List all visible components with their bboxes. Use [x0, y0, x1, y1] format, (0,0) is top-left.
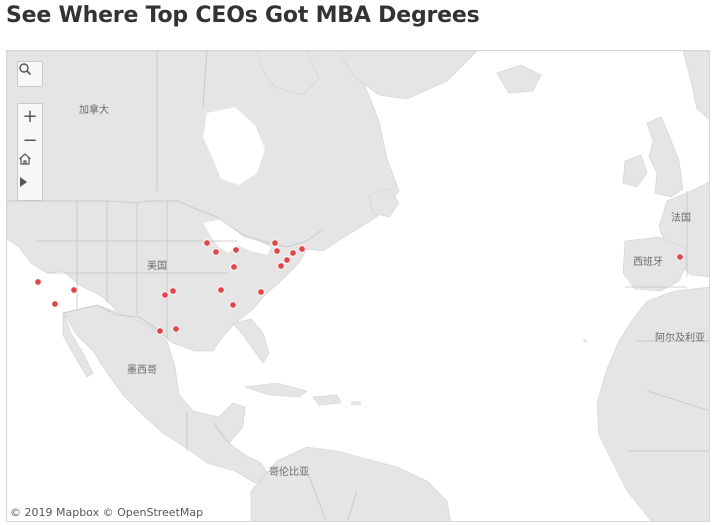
map-zoom-controls: + −: [17, 103, 43, 201]
label-mexico: 墨西哥: [127, 364, 157, 376]
location-marker[interactable]: [257, 288, 265, 296]
location-marker[interactable]: [298, 245, 306, 253]
baja-california: [62, 312, 94, 378]
location-marker[interactable]: [273, 247, 281, 255]
africa-landmass: [596, 286, 709, 521]
iberian-peninsula: [622, 236, 688, 292]
mexico-landmass: [62, 304, 270, 484]
location-marker[interactable]: [34, 278, 42, 286]
hudson-bay: [203, 107, 265, 185]
great-britain: [646, 116, 684, 198]
arctic-islands: [256, 51, 320, 96]
home-icon: [19, 153, 31, 165]
location-marker[interactable]: [229, 301, 237, 309]
location-marker[interactable]: [277, 262, 285, 270]
greenland: [336, 51, 478, 100]
location-marker[interactable]: [217, 286, 225, 294]
ireland: [622, 154, 648, 188]
page-title: See Where Top CEOs Got MBA Degrees: [6, 3, 480, 28]
label-usa: 美国: [147, 259, 167, 272]
location-marker[interactable]: [271, 239, 279, 247]
puerto-rico: [351, 401, 361, 405]
location-marker[interactable]: [51, 300, 59, 308]
hispaniola: [312, 394, 342, 406]
label-canada: 加拿大: [79, 103, 109, 116]
canary-islands: [583, 339, 587, 343]
label-france: 法国: [671, 211, 691, 224]
map-search-control[interactable]: [17, 61, 43, 87]
play-icon: [20, 177, 27, 187]
location-marker[interactable]: [156, 327, 164, 335]
map-canvas[interactable]: 加拿大 美国 墨西哥 法国 西班牙 阿尔及利亚 哥伦比亚: [7, 51, 710, 522]
location-marker[interactable]: [212, 248, 220, 256]
search-button[interactable]: [18, 62, 42, 86]
play-button[interactable]: [18, 176, 42, 200]
location-marker[interactable]: [283, 256, 291, 264]
location-marker[interactable]: [289, 249, 297, 257]
location-marker[interactable]: [172, 325, 180, 333]
zoom-out-button[interactable]: −: [22, 129, 38, 151]
north-america-landmass: [7, 51, 400, 352]
iceland: [496, 64, 542, 94]
newfoundland: [368, 188, 400, 218]
map[interactable]: 加拿大 美国 墨西哥 法国 西班牙 阿尔及利亚 哥伦比亚: [6, 50, 710, 522]
borders: [7, 51, 709, 521]
zoom-in-button[interactable]: +: [22, 105, 38, 127]
location-marker[interactable]: [230, 263, 238, 271]
home-button[interactable]: [18, 152, 42, 176]
location-marker[interactable]: [232, 246, 240, 254]
location-marker[interactable]: [203, 239, 211, 247]
south-america-landmass: [250, 446, 451, 521]
great-lakes: [203, 219, 271, 255]
label-algeria: 阿尔及利亚: [655, 331, 705, 344]
scandinavia: [682, 51, 709, 120]
label-spain: 西班牙: [633, 256, 663, 268]
location-marker[interactable]: [70, 286, 78, 294]
search-icon: [19, 63, 32, 76]
location-marker[interactable]: [676, 253, 684, 261]
map-attribution[interactable]: © 2019 Mapbox © OpenStreetMap: [10, 506, 204, 519]
markers[interactable]: [34, 239, 684, 335]
label-colombia: 哥伦比亚: [269, 465, 309, 478]
cuba: [244, 382, 308, 398]
florida: [232, 318, 270, 364]
location-marker[interactable]: [169, 287, 177, 295]
location-marker[interactable]: [161, 291, 169, 299]
